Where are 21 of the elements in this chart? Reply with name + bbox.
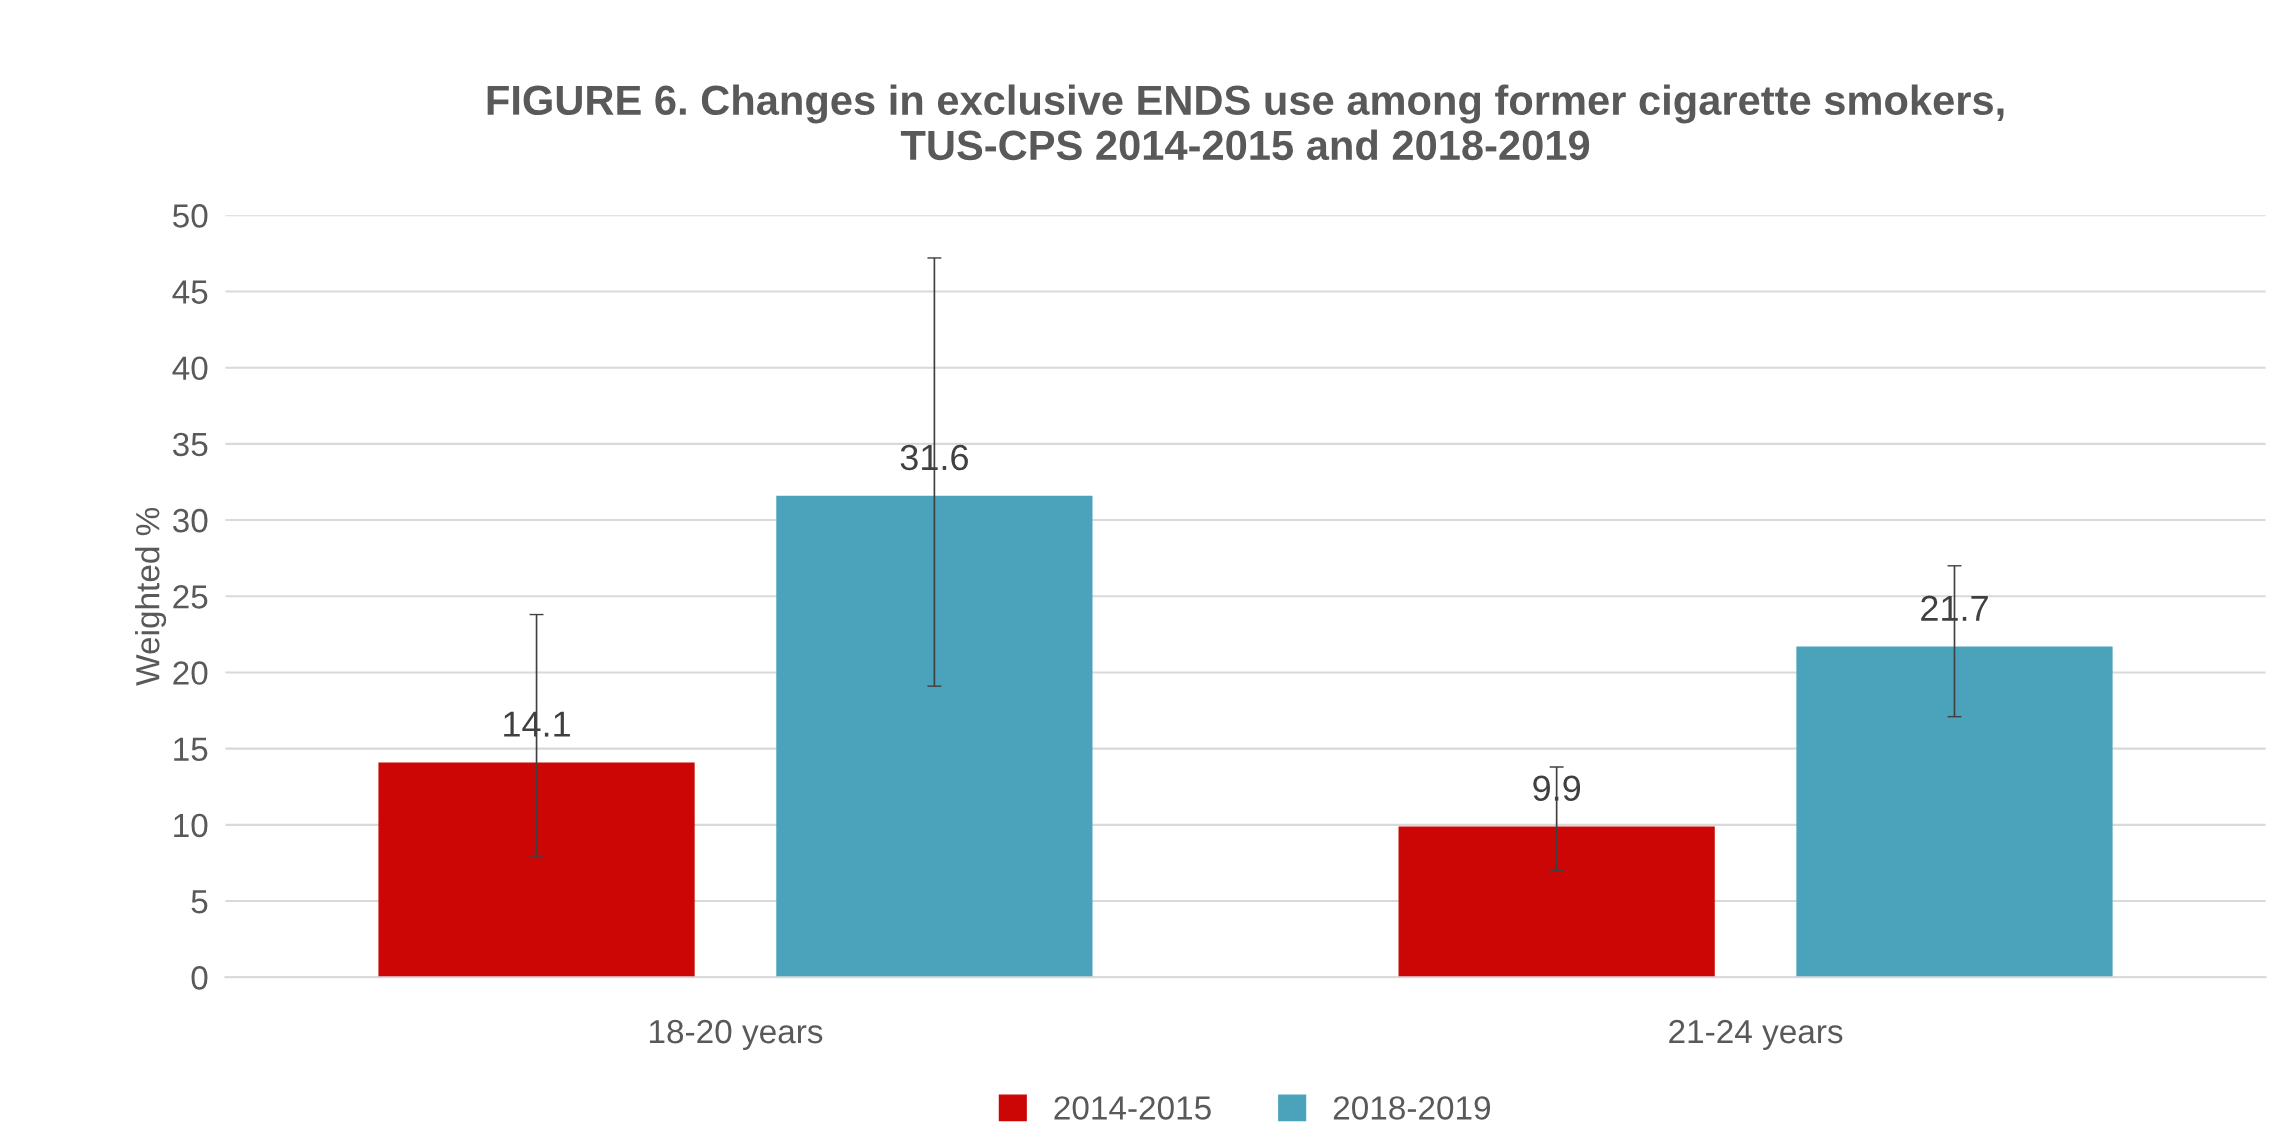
bar <box>378 762 695 978</box>
x-tick-label: 21-24 years <box>1669 1019 1843 1050</box>
y-tick-label: 0 <box>191 966 208 990</box>
y-tick-label: 35 <box>172 432 208 457</box>
bar <box>776 495 1093 978</box>
y-tick-label: 10 <box>174 813 208 838</box>
legend-label: 2018-2019 <box>1333 1096 1491 1120</box>
y-tick-label: 25 <box>173 585 208 609</box>
y-tick-label: 5 <box>191 890 208 914</box>
y-tick-label: 40 <box>172 356 208 381</box>
x-tick-label: 18-20 years <box>650 1019 823 1050</box>
y-tick-label: 45 <box>172 280 208 304</box>
legend-label: 2014-2015 <box>1054 1096 1211 1120</box>
y-tick-label: 30 <box>172 508 208 533</box>
y-tick-label: 50 <box>173 204 208 228</box>
y-tick-label: 15 <box>174 737 208 762</box>
bar <box>1796 646 2113 978</box>
y-axis-title: Weighted % <box>135 507 167 686</box>
y-tick-label: 20 <box>173 661 208 685</box>
bar <box>1398 826 1715 978</box>
chart-title: FIGURE 6. Changes in exclusive ENDS use among former cigarette smokers, TUS-CPS 2014-2015 and 2018-2019 <box>487 84 2004 161</box>
